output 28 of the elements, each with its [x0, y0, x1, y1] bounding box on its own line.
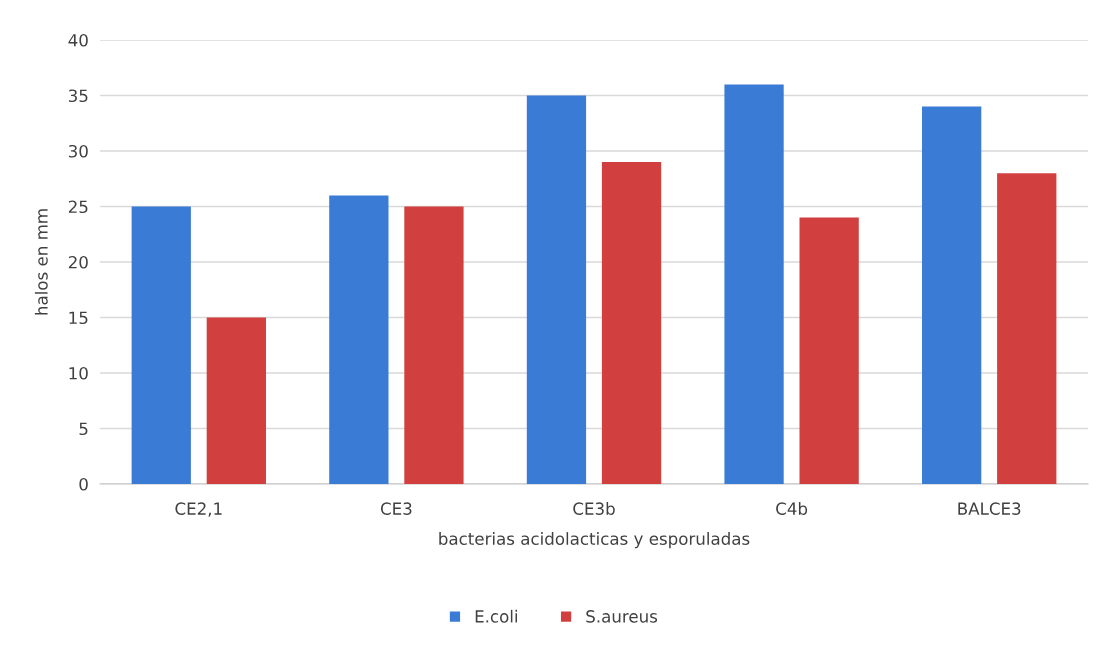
x-tick-label: CE3b: [573, 502, 615, 515]
y-tick-label: 5: [79, 422, 88, 436]
bar: [526, 95, 587, 484]
y-tick-label: 35: [68, 89, 88, 103]
x-tick-label: C4b: [776, 502, 808, 515]
bar: [131, 206, 191, 484]
x-axis-title: bacterias acidolacticas y esporuladas: [439, 532, 750, 549]
x-tick-label: BALCE3: [958, 502, 1021, 515]
bar: [206, 317, 266, 484]
y-tick-label: 25: [68, 200, 88, 214]
bar: [601, 162, 662, 484]
y-tick-label: 15: [69, 311, 88, 325]
y-tick-label: 10: [69, 366, 88, 380]
bar: [329, 195, 389, 484]
y-axis-title: halos en mm: [34, 209, 48, 315]
bar: [997, 173, 1057, 484]
y-tick-label: 30: [68, 144, 88, 158]
y-tick-label: 0: [79, 477, 88, 491]
legend-label: E.coli: [475, 609, 518, 623]
bar: [799, 217, 859, 484]
x-tick-label: CE2,1: [175, 502, 222, 517]
y-tick-label: 40: [68, 33, 88, 47]
bar: [724, 84, 784, 484]
bar: [922, 106, 982, 484]
x-tick-label: CE3: [380, 502, 412, 515]
legend-label: S.aureus: [586, 610, 658, 623]
bar: [404, 206, 464, 484]
y-tick-label: 20: [68, 255, 88, 269]
